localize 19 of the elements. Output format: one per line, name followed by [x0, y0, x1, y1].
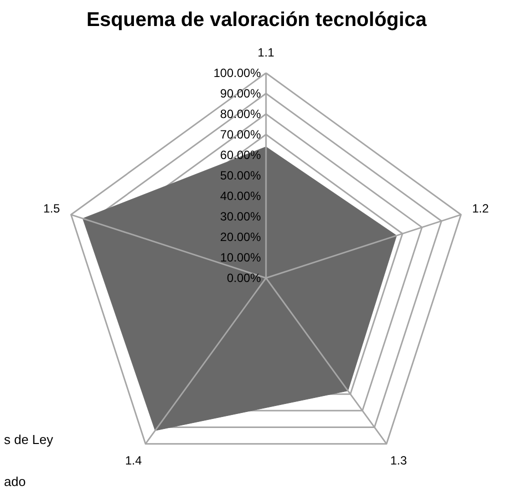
- y-tick-label: 40.00%: [220, 189, 262, 203]
- y-tick-label: 10.00%: [220, 250, 262, 264]
- spoke-label: 1.3: [390, 453, 408, 468]
- y-tick-label: 80.00%: [220, 107, 262, 121]
- y-tick-label: 50.00%: [220, 168, 262, 182]
- spoke-label: 1.4: [125, 453, 142, 468]
- y-tick-label: 100.00%: [214, 66, 262, 80]
- chart-title: Esquema de valoración tecnológica: [86, 9, 428, 31]
- spoke-label: 1.2: [472, 201, 490, 216]
- y-tick-label: 30.00%: [220, 210, 262, 224]
- spoke-label: 1.5: [43, 201, 60, 216]
- y-tick-label: 0.00%: [226, 271, 262, 285]
- text: ado: [4, 474, 26, 489]
- y-tick-label: 60.00%: [220, 148, 262, 162]
- spoke-label: 1.1: [258, 46, 275, 60]
- y-tick-label: 20.00%: [220, 230, 262, 244]
- text: s de Ley: [4, 432, 54, 447]
- y-tick-label: 70.00%: [220, 128, 262, 142]
- y-tick-label: 90.00%: [220, 86, 262, 100]
